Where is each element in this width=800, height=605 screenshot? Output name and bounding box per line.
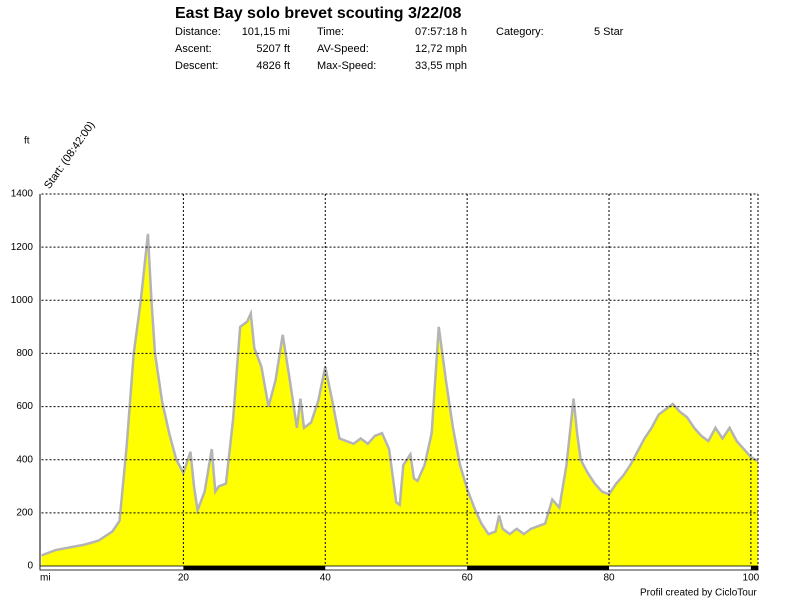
x-axis-segment: [183, 566, 326, 570]
stat-value: 12,72 mph: [415, 43, 467, 55]
x-axis-segment: [750, 566, 758, 570]
stat-label: Category:: [496, 26, 544, 38]
stat-value: 33,55 mph: [415, 60, 467, 72]
footer: Profil created by CicloTour: [640, 588, 757, 599]
stat-label: Max-Speed:: [317, 60, 376, 72]
stat-value: 5207 ft: [256, 43, 290, 55]
x-tick-label: 80: [603, 573, 615, 584]
x-axis-segment: [467, 566, 610, 570]
x-tick-label: 20: [178, 573, 190, 584]
y-tick-label: 1200: [11, 242, 34, 253]
stat-label: Descent:: [175, 60, 218, 72]
x-tick-label: 60: [462, 573, 474, 584]
chart-title: East Bay solo brevet scouting 3/22/08: [175, 5, 461, 22]
stat-label: Time:: [317, 26, 344, 38]
x-axis-bar: [39, 565, 759, 571]
stat-label: AV-Speed:: [317, 43, 369, 55]
x-tick-label: 40: [320, 573, 332, 584]
stat-value: 07:57:18 h: [415, 26, 467, 38]
y-tick-label: 400: [16, 454, 33, 465]
y-tick-label: 800: [16, 348, 33, 359]
stat-value: 101,15 mi: [242, 26, 290, 38]
elevation-area: [41, 233, 758, 566]
y-tick-label: 200: [16, 507, 33, 518]
y-tick-label: 600: [16, 401, 33, 412]
y-tick-label: 1400: [11, 189, 34, 200]
x-tick-label: 100: [743, 573, 760, 584]
start-annotation: Start: (08:42:00): [42, 119, 97, 191]
stat-label: Distance:: [175, 26, 221, 38]
y-tick-label: 1000: [11, 295, 34, 306]
y-axis-label: ft: [24, 136, 30, 147]
y-tick-label: 0: [27, 561, 33, 572]
stat-label: Ascent:: [175, 43, 212, 55]
stat-value: 5 Star: [594, 26, 624, 38]
stat-value: 4826 ft: [256, 60, 290, 72]
x-axis-label: mi: [40, 573, 51, 584]
